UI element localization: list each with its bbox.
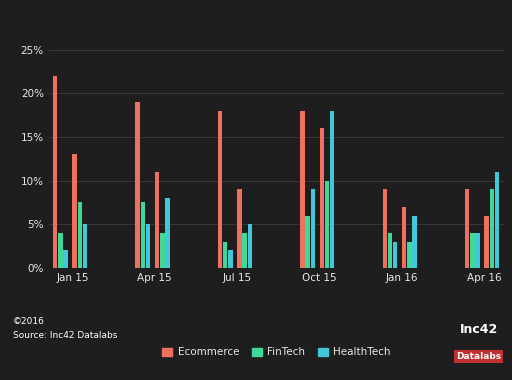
- Bar: [218, 111, 222, 268]
- Bar: [135, 102, 140, 268]
- Bar: [53, 76, 57, 268]
- Bar: [470, 233, 475, 268]
- Bar: [465, 189, 470, 268]
- Bar: [63, 250, 68, 268]
- Bar: [319, 128, 324, 268]
- Bar: [160, 233, 164, 268]
- Bar: [393, 242, 397, 268]
- Bar: [388, 233, 392, 268]
- Legend: Ecommerce, FinTech, HealthTech: Ecommerce, FinTech, HealthTech: [158, 343, 395, 362]
- Bar: [140, 203, 145, 268]
- Bar: [484, 215, 489, 268]
- Bar: [382, 189, 387, 268]
- Bar: [72, 154, 77, 268]
- Bar: [412, 215, 417, 268]
- Bar: [407, 242, 412, 268]
- Bar: [489, 189, 494, 268]
- Bar: [237, 189, 242, 268]
- Bar: [402, 207, 407, 268]
- Bar: [325, 180, 329, 268]
- Bar: [495, 172, 499, 268]
- Text: ©2016
Source: Inc42 Datalabs: ©2016 Source: Inc42 Datalabs: [13, 317, 117, 340]
- Bar: [300, 111, 305, 268]
- Text: Datalabs: Datalabs: [456, 352, 501, 361]
- Bar: [58, 233, 62, 268]
- Bar: [223, 242, 227, 268]
- Bar: [78, 203, 82, 268]
- Bar: [310, 189, 315, 268]
- Bar: [242, 233, 247, 268]
- Bar: [146, 224, 150, 268]
- Bar: [475, 233, 480, 268]
- Bar: [83, 224, 88, 268]
- Bar: [248, 224, 252, 268]
- Bar: [330, 111, 334, 268]
- Bar: [165, 198, 169, 268]
- Bar: [305, 215, 310, 268]
- Text: Inc42: Inc42: [460, 323, 498, 336]
- Bar: [155, 172, 159, 268]
- Bar: [228, 250, 232, 268]
